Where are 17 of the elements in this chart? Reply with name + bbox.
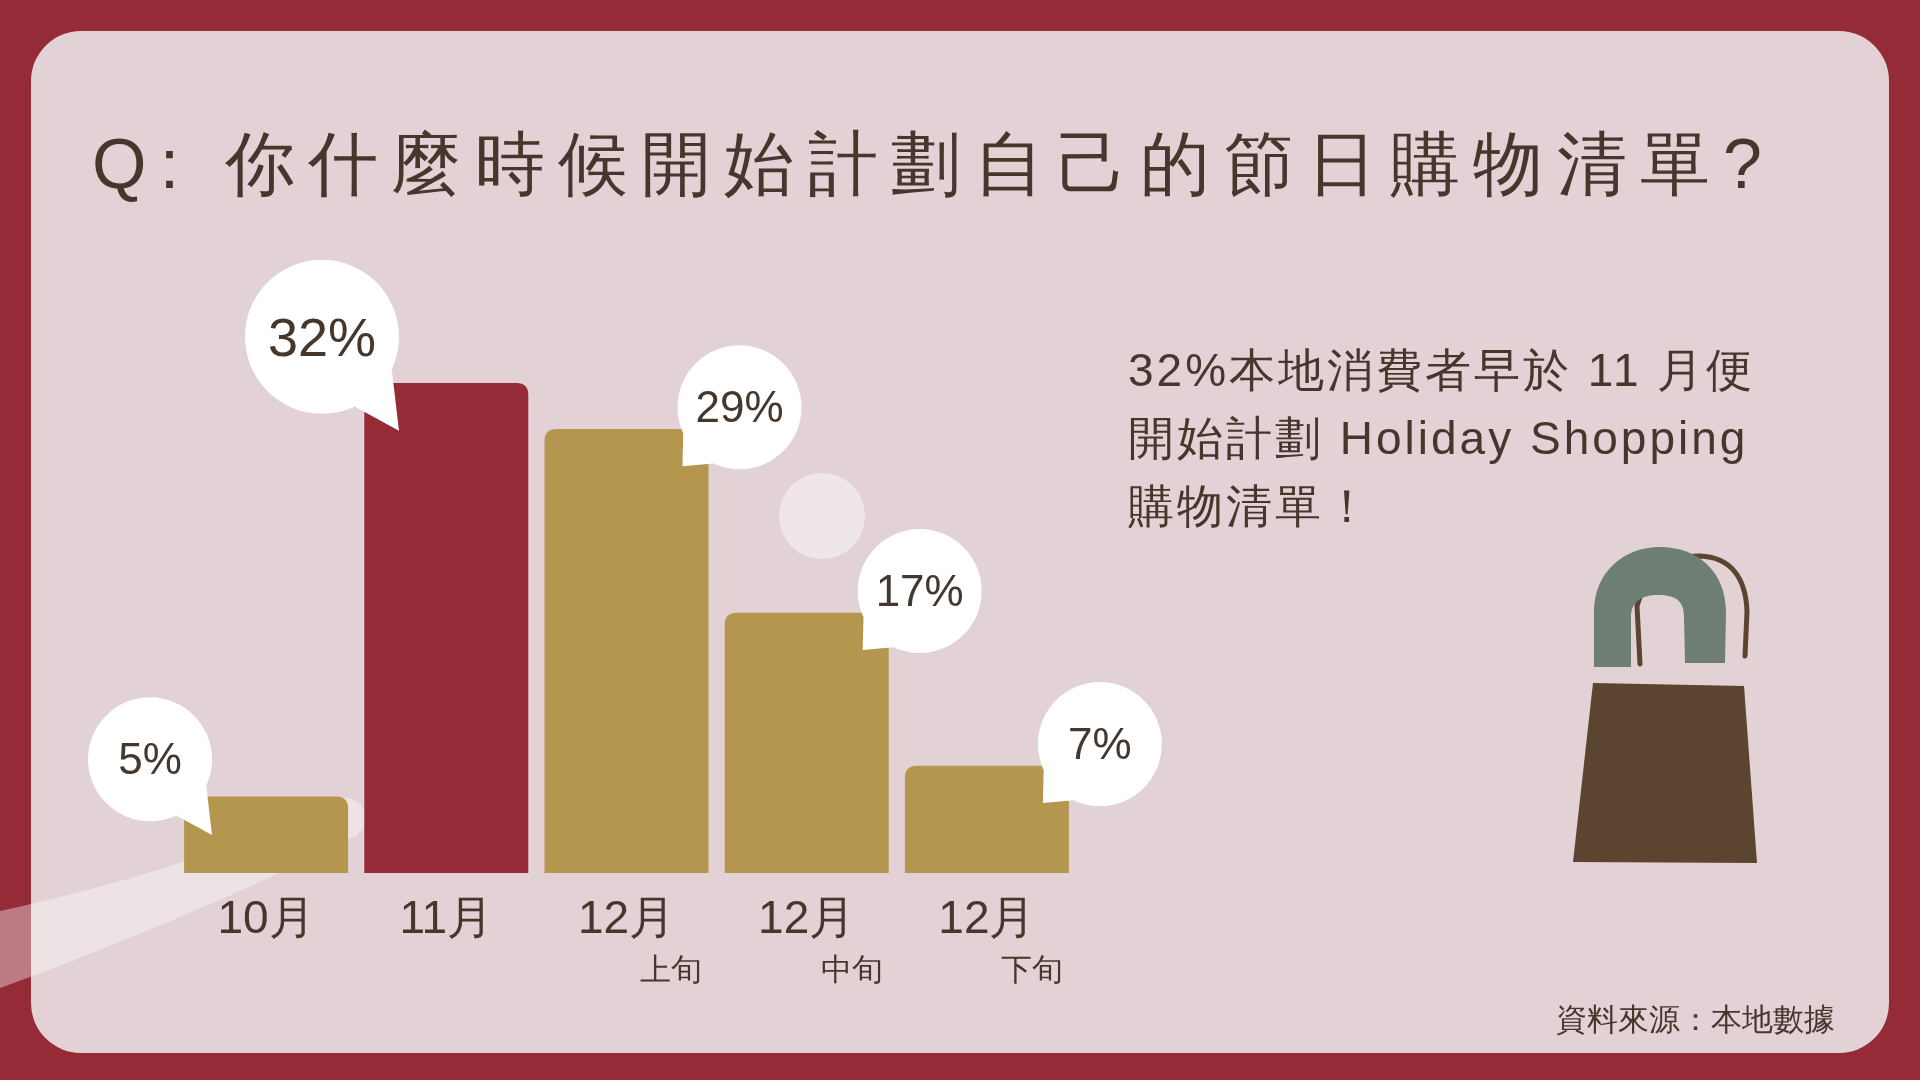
x-tick-label: 11月 [399, 891, 494, 943]
x-tick-label: 12月中旬 [758, 891, 883, 987]
data-label: 7% [1068, 719, 1132, 769]
data-label: 29% [695, 382, 784, 432]
x-tick-label: 10月 [217, 891, 315, 943]
x-tick-label: 12月下旬 [938, 891, 1063, 987]
bar [364, 383, 529, 873]
bar [904, 765, 1069, 873]
bar [544, 428, 709, 873]
source-note: 資料來源：本地數據 [1556, 1002, 1835, 1037]
x-tick-label: 12月上旬 [577, 891, 703, 987]
bar [724, 612, 889, 873]
data-label: 32% [267, 306, 377, 367]
chart-title: Q: 你什麼時候開始計劃自己的節日購物清單? [92, 125, 1762, 203]
data-label: 17% [875, 565, 964, 615]
data-label: 5% [118, 734, 182, 784]
text: 32%本地消費者早於 11 月便開始計劃 Holiday Shopping 購物清單！ [1128, 343, 1757, 534]
